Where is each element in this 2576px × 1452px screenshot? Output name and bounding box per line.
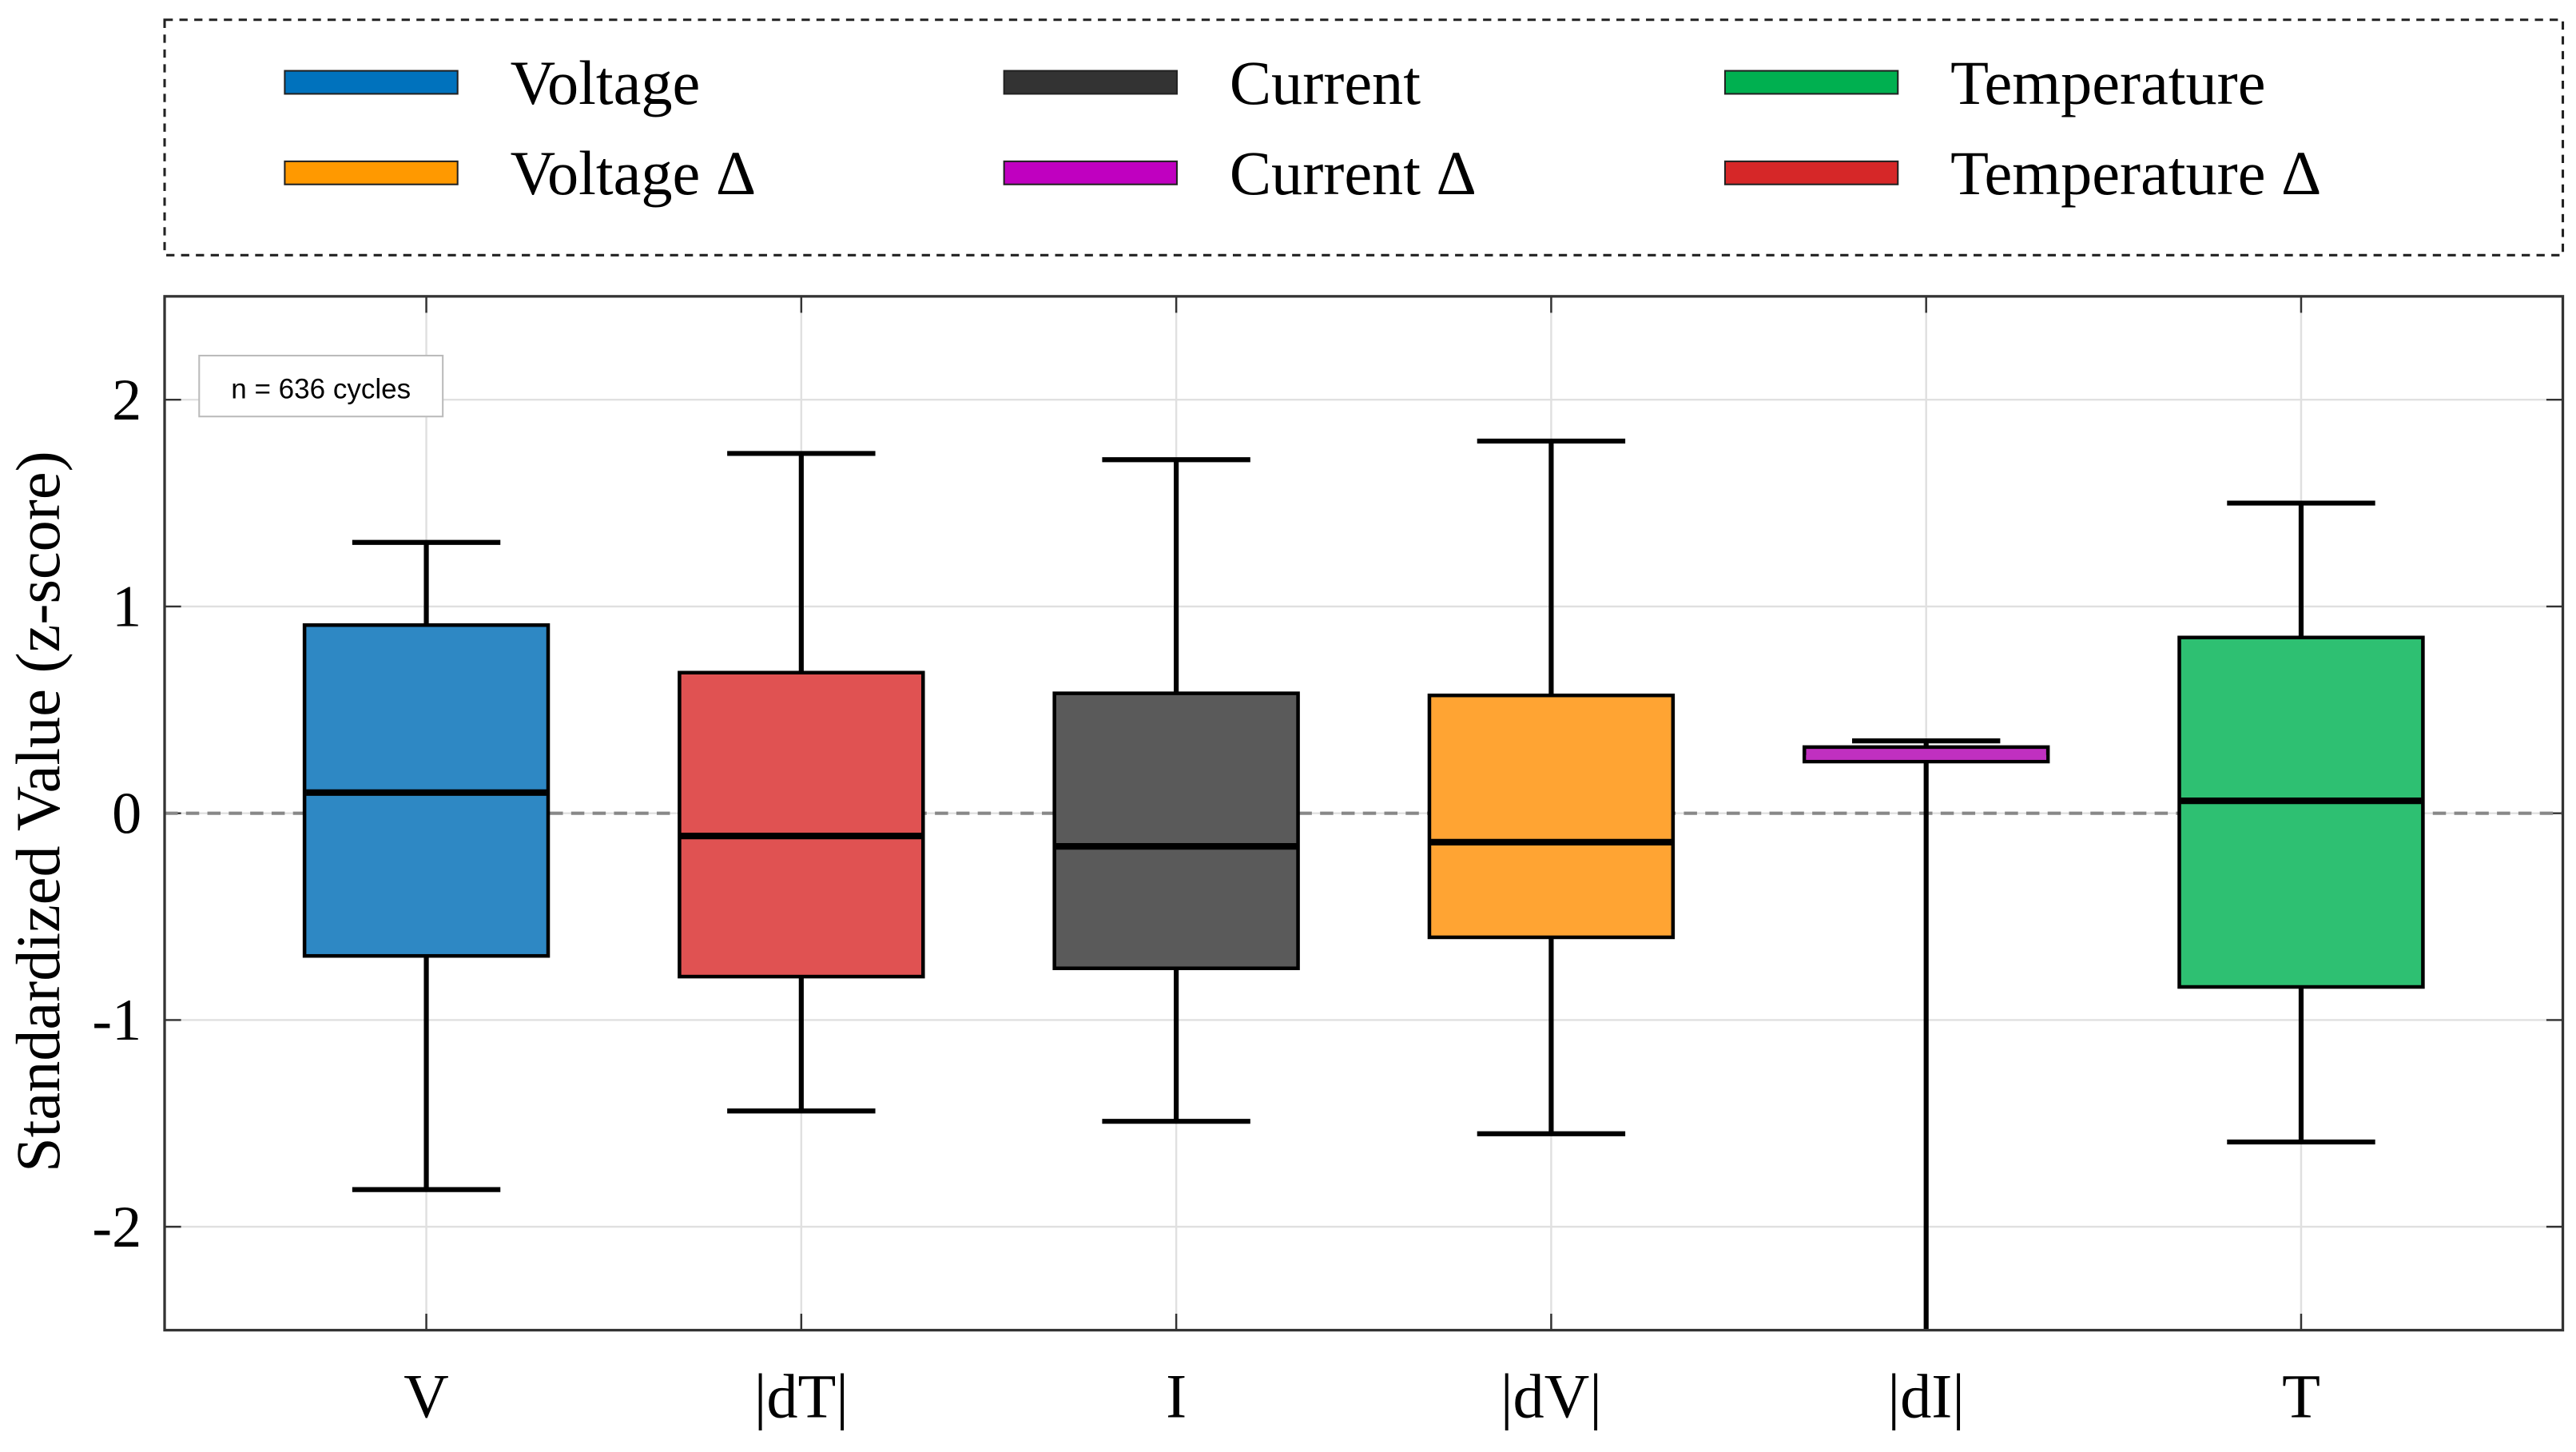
y-tick-label: -1: [92, 988, 141, 1053]
x-tick-label: I: [1166, 1362, 1187, 1431]
x-tick-label: T: [2282, 1362, 2320, 1431]
x-tick-label: |dT|: [754, 1362, 849, 1431]
plot-area: -2 -1 0 1 2 V |dT| I |dV| |dI| T: [92, 295, 2565, 1431]
legend-label: Current: [1230, 48, 1421, 117]
legend-swatch: [1723, 70, 1899, 95]
legend: Voltage Current Temperature Voltage Δ Curren…: [163, 18, 2565, 257]
box-2: [1052, 457, 1300, 1124]
plot-frame: [163, 295, 2565, 1332]
legend-label: Temperature Δ: [1950, 138, 2321, 208]
box-1: [678, 451, 925, 1114]
boxes-group: [302, 438, 2425, 1331]
box-iqr: [1052, 691, 1300, 971]
legend-label: Current Δ: [1230, 138, 1477, 208]
x-tick-label: |dI|: [1887, 1362, 1965, 1431]
box-iqr: [1427, 693, 1676, 940]
box-4: [1802, 738, 2050, 1331]
legend-label: Temperature: [1950, 48, 2265, 117]
legend-swatch: [1723, 160, 1899, 185]
y-tick-label: -2: [92, 1195, 141, 1260]
y-tick-label: 1: [112, 575, 141, 640]
x-tick-label: V: [403, 1362, 449, 1431]
annotation-box: n = 636 cycles: [198, 354, 444, 418]
legend-frame: [163, 18, 2565, 257]
legend-swatch: [284, 160, 459, 185]
sample-count-annotation: n = 636 cycles: [231, 374, 411, 405]
box-iqr: [678, 670, 925, 979]
y-tick-label: 2: [112, 368, 141, 433]
y-tick-label: 0: [112, 781, 141, 846]
legend-label: Voltage: [511, 48, 701, 117]
x-tick-label: |dV|: [1501, 1362, 1602, 1431]
y-axis-label: Standardized Value (z-score): [3, 451, 73, 1172]
box-iqr: [2177, 635, 2425, 989]
box-3: [1427, 438, 1676, 1136]
legend-swatch: [1003, 70, 1178, 95]
legend-swatch: [1003, 160, 1178, 185]
legend-label: Voltage Δ: [511, 138, 757, 208]
box-5: [2177, 500, 2425, 1145]
box-0: [302, 539, 551, 1192]
legend-swatch: [284, 70, 459, 95]
